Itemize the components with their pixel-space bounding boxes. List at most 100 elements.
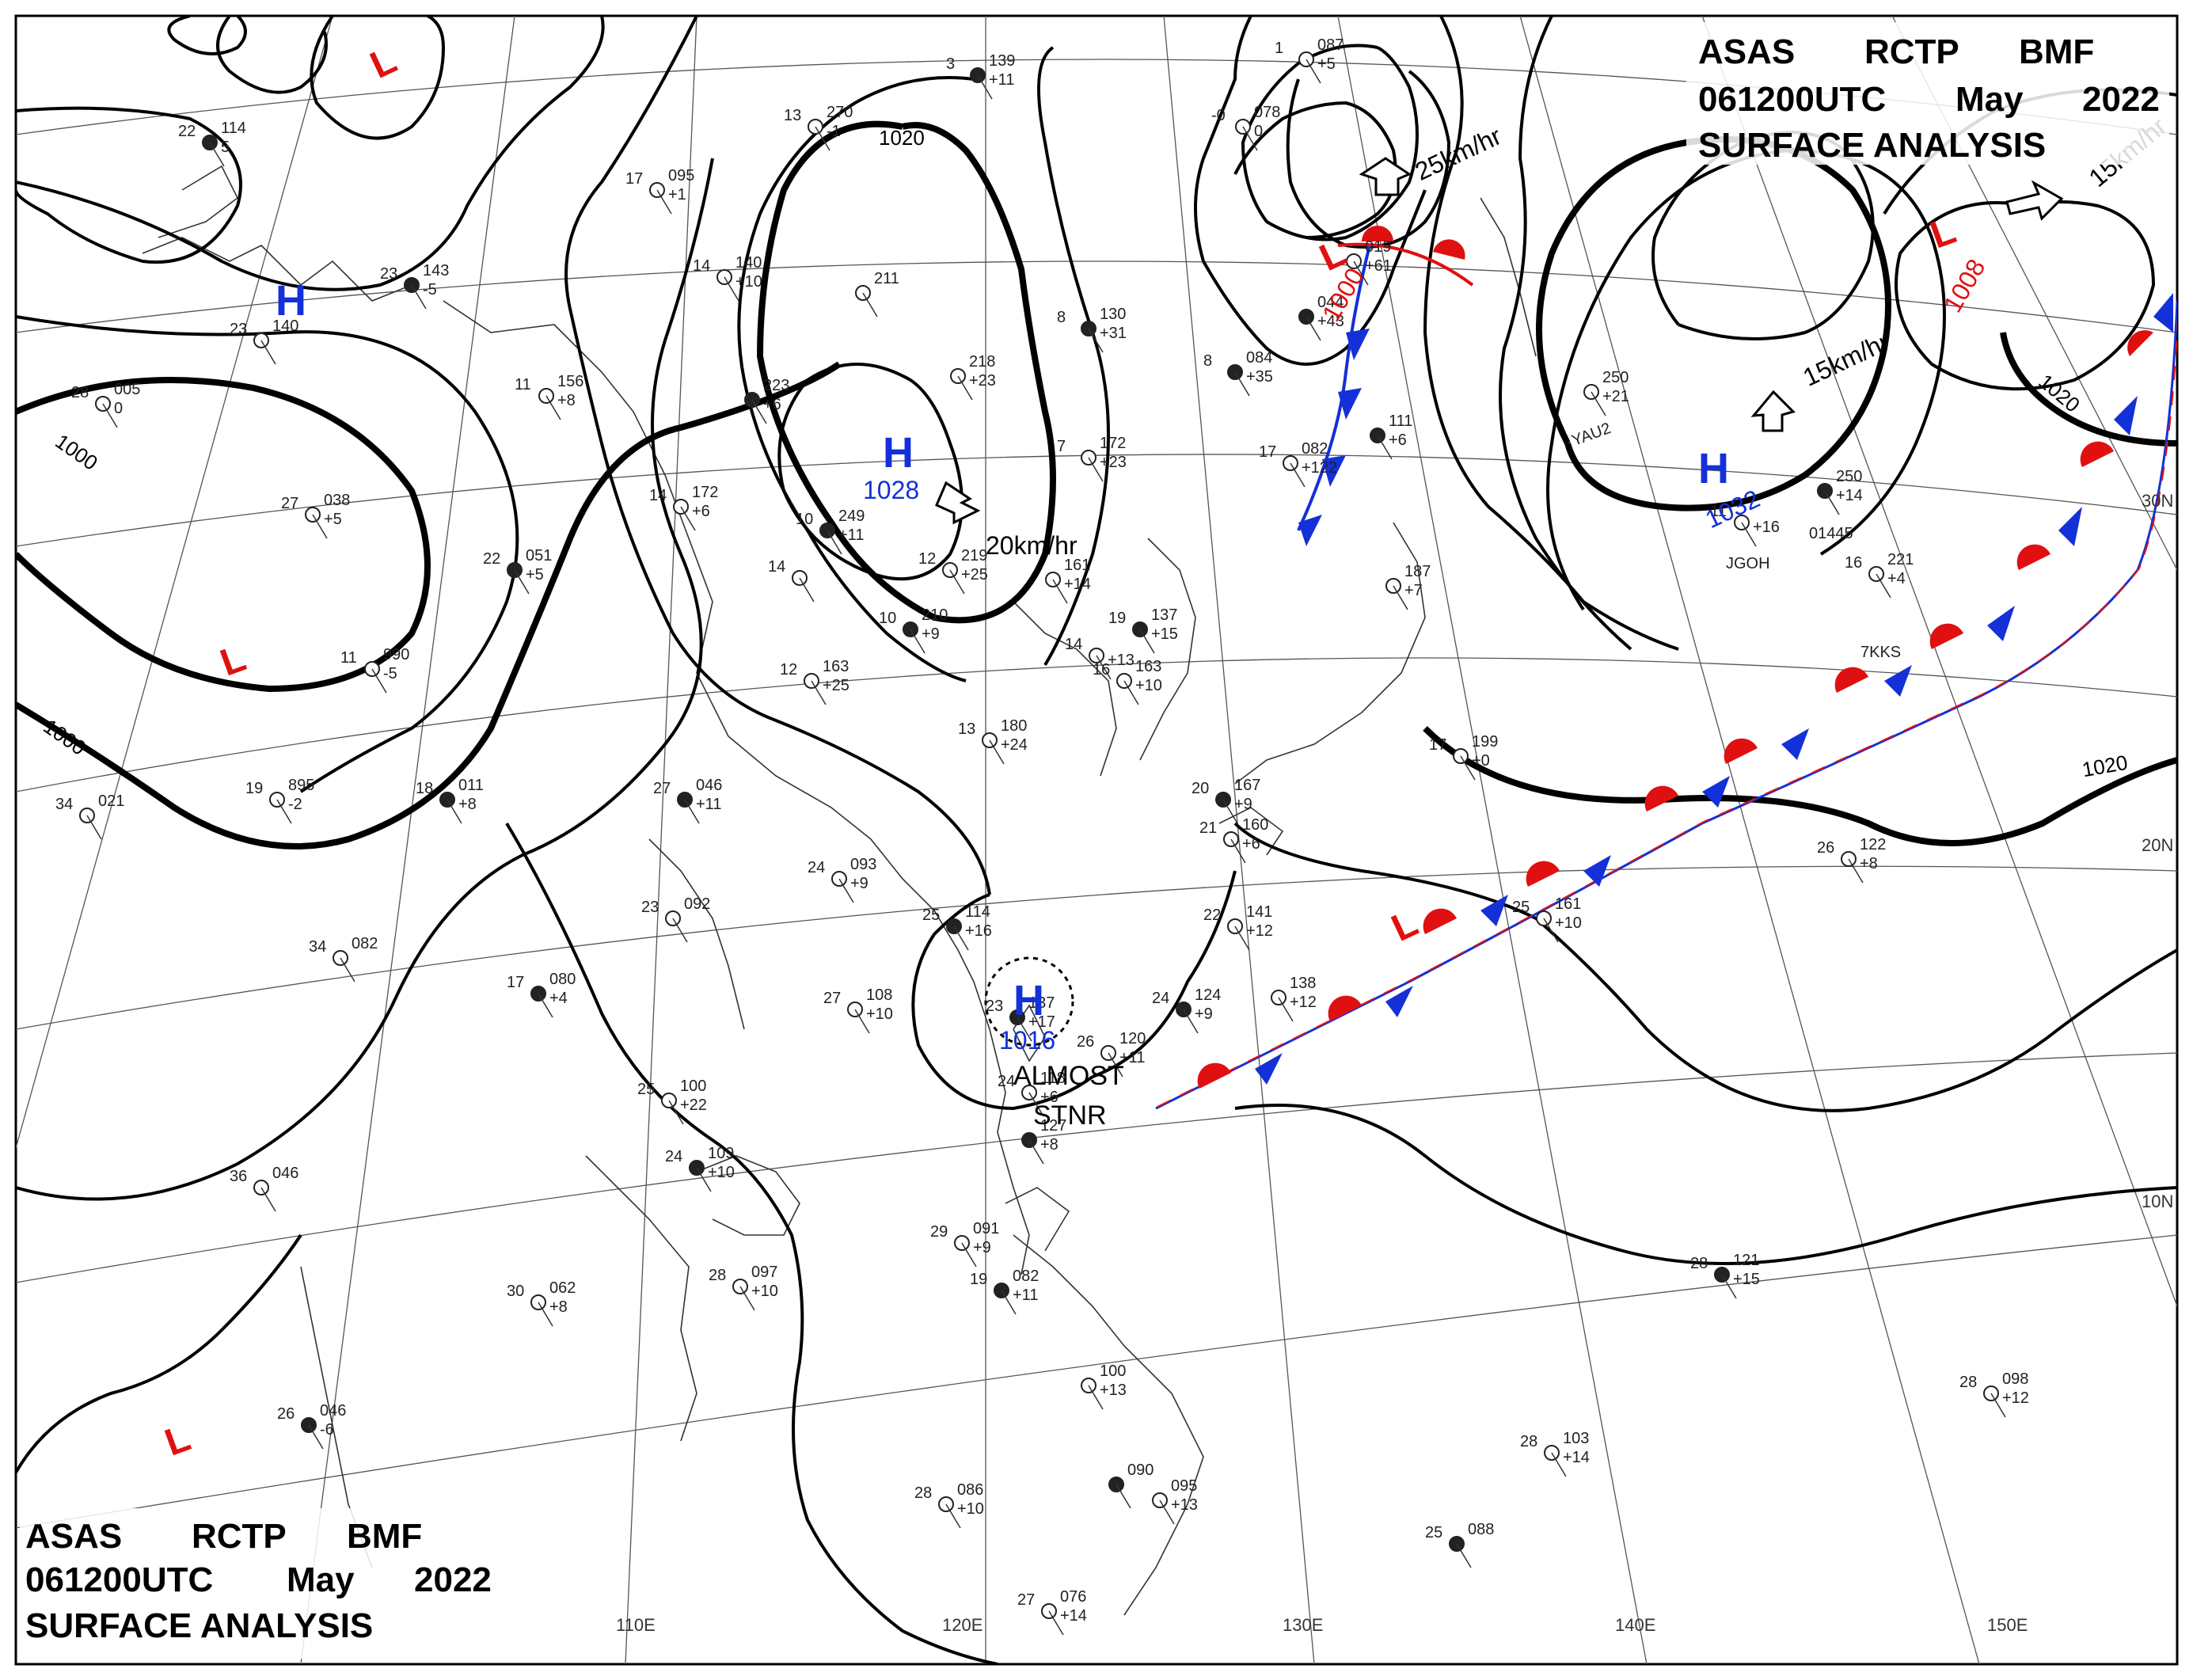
station-pressure: 095 (668, 167, 694, 184)
wind-barb (811, 680, 827, 705)
wind-barb (815, 126, 830, 151)
station-tendency: +11 (1119, 1049, 1145, 1066)
station-tendency: +4 (549, 990, 568, 1007)
station-tendency: +6 (1389, 431, 1407, 449)
station-pressure: 124 (1195, 986, 1221, 1004)
wind-barb (1741, 522, 1757, 547)
wind-barb (827, 530, 842, 555)
station-tendency: +10 (1555, 914, 1582, 932)
station-pressure: 895 (288, 777, 314, 794)
station-tendency: +43 (1317, 313, 1344, 330)
station-tendency: +24 (1001, 736, 1028, 754)
station-pressure: 140 (272, 317, 298, 335)
station-tendency: +17 (1028, 1013, 1055, 1031)
station-tendency: +10 (735, 273, 762, 291)
station-temperature: 14 (693, 257, 710, 275)
station-temperature: 28 (1959, 1374, 1977, 1391)
station-pressure: 161 (1064, 557, 1090, 574)
station-pressure: 084 (1246, 349, 1272, 367)
station-tendency: +61 (1365, 257, 1392, 275)
wind-barb (209, 142, 225, 167)
station-temperature: 16 (1845, 554, 1862, 572)
wind-barb (1543, 918, 1559, 943)
wind-barb (799, 577, 815, 602)
station-temperature: 24 (998, 1073, 1015, 1090)
header-top-bmf: BMF (2019, 32, 2094, 71)
station-tendency: +13 (1171, 1496, 1198, 1514)
station-tendency: +8 (549, 1298, 568, 1316)
station-pressure: 163 (823, 658, 849, 675)
high-value-3: 1016 (999, 1026, 1055, 1055)
header-top: ASAS RCTP BMF 061200UTC May 2022 SURFACE… (1686, 22, 2169, 165)
station-pressure: 249 (838, 507, 865, 525)
station-temperature: 22 (178, 123, 196, 140)
station-pressure: 044 (1317, 294, 1344, 311)
station-pressure: 082 (1302, 440, 1328, 458)
high-center-1: H (883, 429, 914, 477)
station-temperature: 27 (823, 990, 841, 1007)
wind-barb (1990, 1393, 2006, 1418)
station-pressure: 223 (763, 377, 789, 394)
wind-barb (1278, 997, 1294, 1022)
wind-barb (1222, 799, 1238, 824)
wind-barb (1721, 1274, 1737, 1299)
header-bottom-title: SURFACE ANALYSIS (25, 1606, 373, 1645)
station-temperature: 3 (946, 55, 955, 73)
station-pressure: 219 (961, 547, 987, 564)
header-top-year: 2022 (2082, 80, 2160, 119)
station-temperature: 27 (281, 495, 298, 512)
station-pressure: 270 (827, 104, 853, 121)
wind-barb (1393, 585, 1408, 610)
station-pressure: 095 (1171, 1477, 1197, 1495)
longitude-lines (16, 16, 2177, 1664)
station-pressure: 114 (221, 120, 246, 137)
station-temperature: 24 (808, 859, 825, 876)
wind-barb (977, 74, 993, 100)
station-pressure: 038 (324, 492, 350, 509)
high-center-4: H (276, 277, 306, 325)
station-pressure: 097 (751, 1264, 777, 1281)
station-pressure: 114 (965, 903, 990, 921)
station-tendency: -5 (383, 665, 397, 682)
lat-label-20n: 20N (2142, 835, 2173, 855)
station-tendency: +16 (1753, 519, 1780, 536)
station-tendency: +9 (1195, 1005, 1213, 1023)
station-temperature: 28 (914, 1484, 932, 1502)
wind-barb (1052, 579, 1068, 604)
wind-barb (1108, 1052, 1123, 1078)
station-pressure: 046 (696, 777, 722, 794)
wind-barb (1460, 755, 1476, 781)
station-pressure: 172 (1100, 435, 1126, 452)
station-pressure: 250 (1602, 369, 1629, 386)
wind-barb (1001, 1290, 1017, 1315)
station-markers (79, 51, 2006, 1636)
station-tendency: +0 (1472, 752, 1490, 770)
station-temperature: 11 (1710, 503, 1727, 520)
station-pressure: 122 (1860, 836, 1886, 853)
station-ids: YAU2 JGOH 7KKS 01445 (1569, 420, 1901, 661)
wind-barb (739, 1286, 755, 1311)
station-tendency: +122 (1302, 459, 1337, 477)
station-pressure: 140 (735, 254, 762, 272)
station-pressure: 180 (1001, 717, 1027, 735)
wind-barb (1306, 59, 1321, 84)
station-temperature: 19 (1108, 610, 1126, 627)
station-id-3: 7KKS (1860, 644, 1901, 661)
lon-label-110e: 110E (616, 1615, 656, 1635)
wind-barb (1876, 573, 1891, 599)
station-temperature: 27 (1017, 1591, 1035, 1609)
station-pressure: 120 (1119, 1030, 1146, 1047)
station-temperature: 20 (1192, 780, 1209, 797)
station-tendency: +11 (989, 71, 1014, 89)
station-pressure: 100 (1100, 1363, 1126, 1380)
station-id-4: 01445 (1809, 525, 1853, 542)
wind-barb (957, 375, 973, 401)
station-pressure: 108 (866, 986, 892, 1004)
wind-barb (1048, 1610, 1064, 1636)
header-bottom-rctp: RCTP (192, 1517, 287, 1556)
wind-barb (668, 1100, 684, 1125)
station-temperature: 25 (637, 1081, 655, 1098)
wind-barb (1183, 1009, 1199, 1034)
wind-barb (1306, 316, 1321, 341)
station-tendency: +10 (708, 1164, 735, 1181)
